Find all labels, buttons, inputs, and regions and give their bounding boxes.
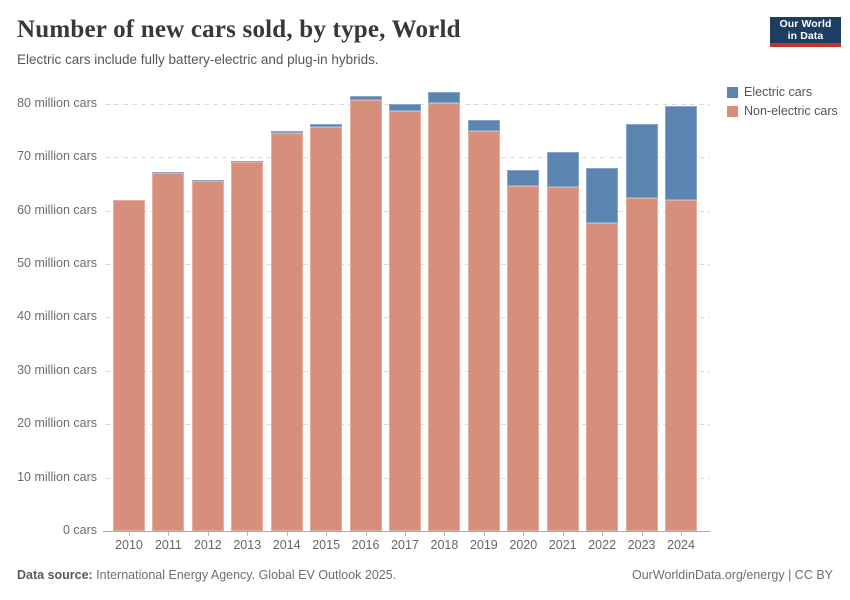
bar-segment-electric-cars-2023[interactable] — [625, 123, 658, 199]
x-tick-2015 — [326, 532, 328, 536]
bar-segment-electric-cars-2015[interactable] — [310, 123, 343, 127]
x-axis-label-2015: 2015 — [312, 538, 341, 552]
bar-segment-electric-cars-2012[interactable] — [191, 180, 224, 182]
y-axis-label-50: 50 million cars — [17, 255, 97, 270]
y-axis-label-10: 10 million cars — [17, 469, 97, 484]
bar-segment-non-electric-cars-2016[interactable] — [349, 99, 382, 531]
x-tick-2023 — [641, 532, 643, 536]
owid-url-license-link[interactable]: OurWorldinData.org/energy | CC BY — [631, 568, 833, 582]
bar-segment-electric-cars-2013[interactable] — [231, 160, 264, 162]
bar-segment-electric-cars-2017[interactable] — [389, 104, 421, 111]
x-tick-2022 — [602, 532, 604, 536]
bar-segment-non-electric-cars-2024[interactable] — [665, 199, 698, 531]
bar-segment-non-electric-cars-2017[interactable] — [389, 110, 421, 531]
bar-segment-electric-cars-2016[interactable] — [349, 95, 382, 100]
bar-segment-non-electric-cars-2019[interactable] — [467, 130, 500, 531]
owid-logo-accent-bar — [770, 43, 841, 47]
x-tick-2021 — [562, 532, 564, 536]
x-tick-2014 — [286, 532, 288, 536]
bar-segment-non-electric-cars-2010[interactable] — [113, 199, 145, 531]
bar-segment-non-electric-cars-2018[interactable] — [428, 102, 461, 531]
chart-title: Number of new cars sold, by type, World — [17, 16, 461, 43]
x-tick-2012 — [207, 532, 209, 536]
x-tick-2010 — [129, 532, 130, 536]
y-axis-label-0: 0 cars — [62, 523, 97, 537]
bar-segment-electric-cars-2018[interactable] — [428, 91, 461, 103]
legend-item-non-electric-cars[interactable]: Non-electric cars — [727, 104, 838, 118]
x-axis-label-2016: 2016 — [351, 538, 380, 552]
y-axis-label-20: 20 million cars — [17, 416, 97, 431]
x-tick-2017 — [405, 532, 406, 536]
x-axis-line — [103, 531, 710, 532]
x-tick-2024 — [681, 532, 683, 536]
owid-logo-box: Our World in Data — [770, 17, 841, 43]
x-tick-2019 — [483, 532, 485, 536]
x-axis-label-2019: 2019 — [469, 538, 498, 552]
y-axis-label-30: 30 million cars — [17, 362, 97, 377]
data-source-note: Data source: International Energy Agency… — [17, 568, 396, 582]
x-tick-2018 — [444, 532, 446, 536]
bar-segment-electric-cars-2021[interactable] — [546, 151, 579, 188]
x-axis-label-2024: 2024 — [667, 538, 695, 552]
bar-segment-electric-cars-2024[interactable] — [665, 106, 698, 200]
y-axis-label-40: 40 million cars — [17, 309, 97, 324]
bar-segment-electric-cars-2022[interactable] — [586, 167, 619, 223]
chart-legend: Electric cars Non-electric cars — [727, 85, 838, 123]
x-tick-2020 — [523, 532, 525, 536]
y-axis-label-60: 60 million cars — [17, 202, 97, 217]
x-axis-label-2023: 2023 — [627, 538, 656, 552]
legend-swatch-non-electric-icon — [727, 105, 738, 117]
bar-segment-non-electric-cars-2014[interactable] — [270, 133, 303, 531]
x-axis-label-2018: 2018 — [430, 538, 459, 552]
x-axis-label-2022: 2022 — [588, 538, 617, 552]
owid-logo[interactable]: Our World in Data — [770, 17, 841, 47]
x-axis-label-2017: 2017 — [391, 538, 419, 552]
legend-label: Electric cars — [744, 85, 813, 99]
data-source-text: International Energy Agency. Global EV O… — [92, 568, 397, 582]
legend-item-electric-cars[interactable]: Electric cars — [727, 85, 838, 99]
x-axis-label-2010: 2010 — [115, 538, 143, 552]
legend-label: Non-electric cars — [744, 104, 838, 118]
bar-segment-non-electric-cars-2013[interactable] — [231, 161, 264, 531]
bar-segment-non-electric-cars-2023[interactable] — [625, 198, 658, 531]
bar-segment-non-electric-cars-2020[interactable] — [507, 186, 540, 531]
x-tick-2016 — [365, 532, 367, 536]
bar-segment-electric-cars-2019[interactable] — [467, 119, 500, 131]
owid-logo-line2: in Data — [787, 30, 824, 42]
bar-segment-electric-cars-2014[interactable] — [270, 131, 303, 134]
x-tick-2011 — [168, 532, 170, 536]
chart-subtitle: Electric cars include fully battery-elec… — [17, 52, 379, 67]
bar-segment-non-electric-cars-2022[interactable] — [586, 222, 619, 531]
data-source-label: Data source: — [17, 568, 93, 582]
y-axis-label-80: 80 million cars — [17, 95, 97, 110]
y-gridline-80 — [105, 103, 710, 105]
bar-segment-non-electric-cars-2011[interactable] — [152, 172, 185, 531]
y-axis-label-70: 70 million cars — [17, 149, 97, 164]
bar-segment-non-electric-cars-2015[interactable] — [310, 126, 343, 531]
x-axis-label-2014: 2014 — [272, 538, 301, 552]
x-axis-label-2013: 2013 — [233, 538, 262, 552]
x-axis-label-2021: 2021 — [548, 538, 577, 552]
x-axis-label-2012: 2012 — [193, 538, 222, 552]
x-axis-label-2011: 2011 — [154, 538, 182, 552]
x-tick-2013 — [247, 532, 249, 536]
owid-logo-line1: Our World — [779, 18, 832, 30]
bar-segment-non-electric-cars-2021[interactable] — [546, 187, 579, 531]
x-axis-label-2020: 2020 — [509, 538, 538, 552]
bar-segment-electric-cars-2020[interactable] — [507, 170, 540, 187]
bar-segment-non-electric-cars-2012[interactable] — [191, 181, 224, 531]
legend-swatch-electric-icon — [727, 86, 738, 98]
